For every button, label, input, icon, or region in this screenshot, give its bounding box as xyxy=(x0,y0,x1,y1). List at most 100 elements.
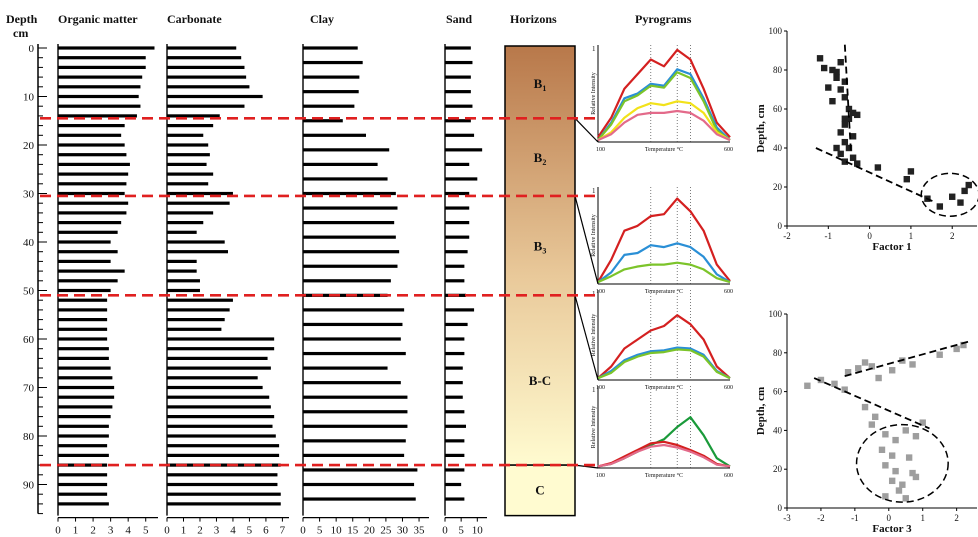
x-tick-label: 3 xyxy=(108,525,114,537)
depth-bar xyxy=(58,259,111,263)
pyrogram-series-py_green xyxy=(597,348,731,380)
pyrogram-series-py_red xyxy=(597,48,731,138)
pyrogram-series-py_blue xyxy=(597,242,731,284)
pyrogram-y-max-label: 1 xyxy=(592,386,596,394)
pyrogram-connector xyxy=(574,295,599,381)
depth-bar xyxy=(167,453,280,457)
scatter-y-label: Depth, cm xyxy=(755,104,767,152)
pyrogram-x-max-label: 600 xyxy=(724,147,733,153)
depth-bar xyxy=(303,468,418,472)
scatter-point xyxy=(868,421,876,428)
depth-bar xyxy=(303,322,403,327)
depth-bar xyxy=(58,288,111,293)
depth-bar xyxy=(445,424,466,428)
scatter-point xyxy=(899,481,906,488)
scatter-point xyxy=(902,495,909,502)
scatter-point xyxy=(861,403,869,411)
header-sand: Sand xyxy=(446,12,472,26)
scatter-point xyxy=(878,446,886,453)
depth-bar xyxy=(58,124,125,128)
scatter-point xyxy=(861,359,869,366)
depth-bar xyxy=(445,337,465,341)
x-tick-label: 35 xyxy=(414,525,426,537)
depth-bar xyxy=(167,269,197,273)
scatter-trend-line xyxy=(813,377,930,430)
scatter-point xyxy=(895,487,903,494)
scatter-trend-line xyxy=(844,340,971,377)
depth-tick-label: 60 xyxy=(23,334,35,346)
depth-bar xyxy=(167,46,237,50)
depth-bar xyxy=(58,56,146,60)
scatter-x-tick-label: -2 xyxy=(783,231,791,241)
depth-bar xyxy=(445,177,478,181)
depth-bar xyxy=(58,337,108,341)
depth-bar xyxy=(167,356,268,360)
depth-bar xyxy=(58,327,108,331)
horizon-subscript: 3 xyxy=(542,247,546,256)
depth-bar xyxy=(445,206,470,210)
depth-tick-label: 10 xyxy=(23,92,35,104)
depth-bar xyxy=(167,366,271,370)
depth-bar xyxy=(58,153,127,157)
depth-bar xyxy=(58,502,109,506)
depth-bar xyxy=(303,177,388,181)
pyrogram-series-py_red xyxy=(597,440,731,468)
depth-bar xyxy=(167,85,250,89)
x-tick-label: 2 xyxy=(90,525,96,537)
pyrogram-y-label: Relative Intensity xyxy=(591,214,597,257)
depth-bar xyxy=(58,133,122,137)
depth-bar xyxy=(167,308,230,312)
depth-bar xyxy=(58,250,118,254)
depth-bar xyxy=(58,162,130,166)
depth-bar xyxy=(445,366,463,370)
scatter-point xyxy=(816,55,824,62)
x-tick-label: 0 xyxy=(164,525,170,537)
pyrogram-x-label: Temperature °C xyxy=(645,472,683,479)
depth-bar xyxy=(445,75,471,79)
depth-bar xyxy=(58,75,143,79)
scatter-y-tick-label: 40 xyxy=(773,143,783,153)
scatter-trend-line xyxy=(843,44,852,154)
scatter-y-tick-label: 40 xyxy=(773,425,783,435)
depth-bar xyxy=(445,439,465,443)
depth-bar xyxy=(445,235,470,239)
pyrogram-series-py_yellow xyxy=(597,100,731,142)
scatter-point xyxy=(854,111,861,119)
scatter-point xyxy=(829,98,836,105)
x-tick-label: 5 xyxy=(458,525,464,537)
header-depth: Depth xyxy=(6,12,38,26)
depth-bar xyxy=(58,356,109,360)
depth-bar xyxy=(58,182,127,186)
pyrogram-y-max-label: 1 xyxy=(592,187,596,195)
depth-bar xyxy=(167,385,263,390)
scatter-y-tick-label: 60 xyxy=(773,104,783,114)
depth-bar xyxy=(445,395,463,399)
depth-bar xyxy=(167,191,233,196)
horizon-subscript: 1 xyxy=(542,84,546,93)
depth-bar xyxy=(167,482,278,487)
depth-bar xyxy=(167,424,273,428)
depth-bar xyxy=(303,46,358,50)
pyrogram-series-py_blue xyxy=(597,68,731,141)
depth-bar xyxy=(167,162,207,166)
scatter-point xyxy=(961,187,968,195)
horizon-dividers xyxy=(40,117,600,467)
depth-bar xyxy=(58,473,108,477)
depth-bar xyxy=(167,56,242,60)
scatter-point xyxy=(849,154,857,161)
x-tick-label: 5 xyxy=(317,525,323,537)
depth-bar xyxy=(58,143,125,147)
x-tick-label: 0 xyxy=(55,525,61,537)
x-tick-label: 1 xyxy=(181,525,187,537)
factor1-scatter-plot: 0 20 40 60 80 100 -2 -1 0 1 2 Factor 1 Depth, cm xyxy=(755,26,978,253)
depth-bar xyxy=(58,347,109,351)
depth-bar xyxy=(58,191,125,196)
x-tick-label: 15 xyxy=(347,525,359,537)
depth-bar xyxy=(167,114,220,118)
scatter-x-tick-label: -1 xyxy=(825,231,833,241)
scatter-point xyxy=(882,431,889,438)
depth-bar xyxy=(167,395,270,399)
x-tick-label: 1 xyxy=(73,525,79,537)
